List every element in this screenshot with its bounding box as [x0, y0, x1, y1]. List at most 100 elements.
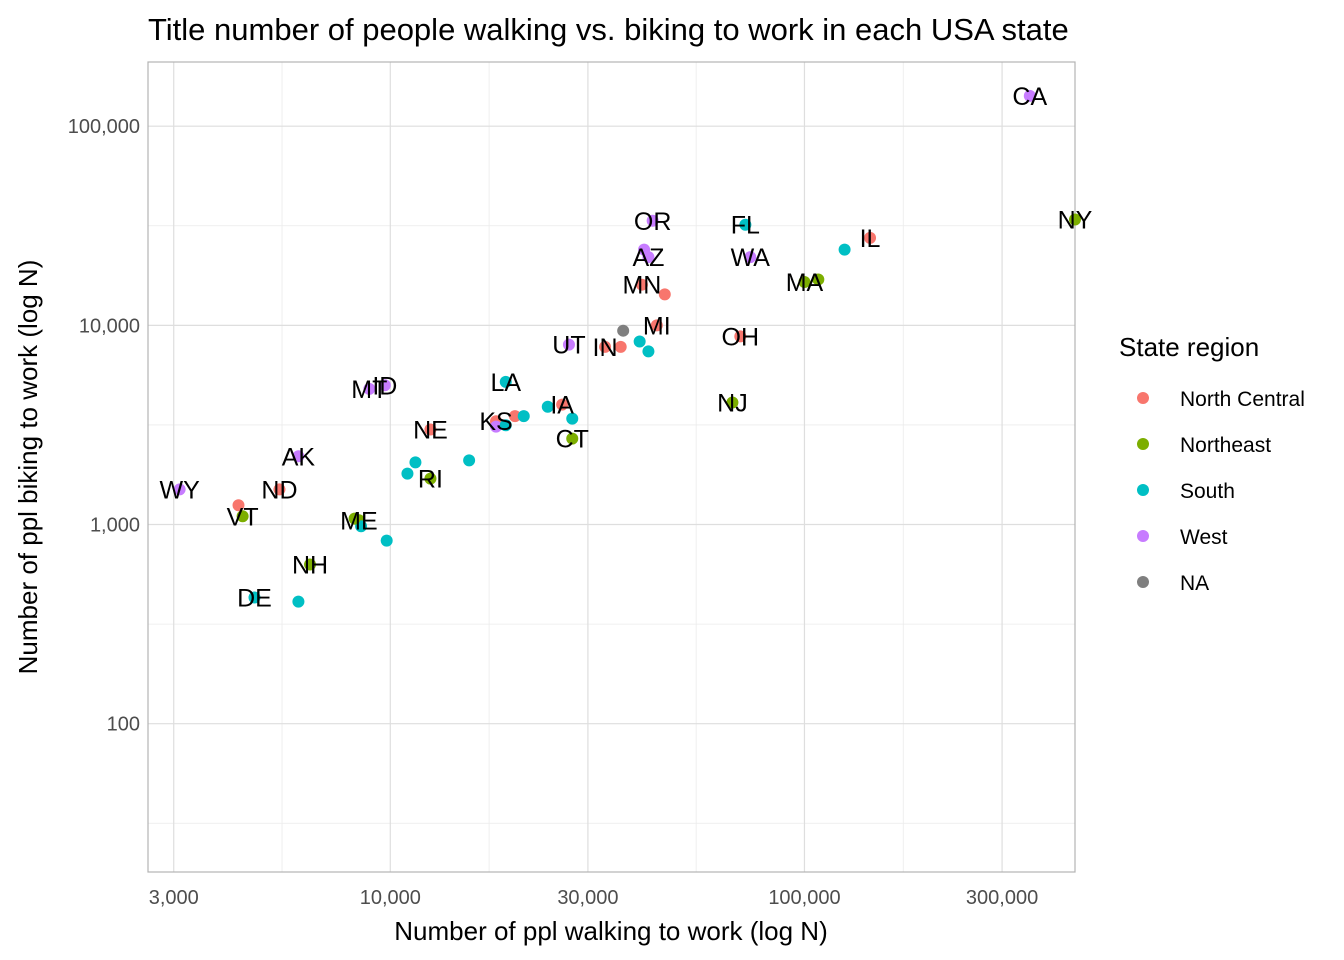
point-label: VT — [227, 503, 259, 531]
legend-key — [1137, 484, 1149, 496]
y-tick-label: 100,000 — [68, 116, 140, 138]
point-label: CA — [1012, 83, 1047, 111]
data-point — [490, 420, 503, 433]
point-label: OR — [634, 208, 672, 236]
legend-label: North Central — [1180, 388, 1305, 411]
point-label: UT — [552, 332, 585, 360]
point-label: FL — [731, 212, 760, 240]
data-point — [292, 595, 305, 608]
data-point — [556, 398, 569, 411]
y-axis-title: Number of ppl biking to work (log N) — [13, 260, 43, 675]
data-point — [798, 276, 811, 289]
legend-title: State region — [1119, 332, 1259, 362]
y-tick-label: 1,000 — [90, 515, 140, 537]
point-label: ID — [372, 372, 397, 400]
data-point — [734, 330, 747, 343]
data-point — [1023, 89, 1036, 102]
data-point — [517, 410, 530, 423]
legend-key — [1137, 392, 1149, 404]
point-label: MN — [622, 272, 661, 300]
point-label: OH — [722, 323, 760, 351]
point-label: IN — [593, 334, 618, 362]
data-point — [236, 510, 249, 523]
data-point — [864, 231, 877, 244]
point-label: MT — [351, 376, 387, 404]
axis-ticks: 3,000 10,000 30,000 100,000 300,000 100 1,000 1… — [68, 116, 1039, 909]
data-point — [273, 483, 286, 496]
point-label: RI — [418, 466, 443, 494]
legend-label: South — [1180, 480, 1235, 503]
data-point — [463, 454, 476, 467]
point-label: AZ — [632, 244, 664, 272]
data-point — [646, 214, 659, 227]
x-tick-label: 10,000 — [360, 887, 421, 909]
data-point — [541, 400, 554, 413]
data-point — [838, 243, 851, 256]
grid — [148, 62, 1075, 872]
legend-label: NA — [1180, 572, 1209, 595]
data-point — [363, 382, 376, 395]
data-point — [566, 432, 579, 445]
data-point — [650, 319, 663, 332]
data-point — [658, 288, 671, 301]
data-point — [304, 558, 317, 571]
x-tick-label: 3,000 — [149, 887, 199, 909]
data-point — [562, 338, 575, 351]
data-points — [173, 89, 1081, 608]
x-tick-label: 300,000 — [966, 887, 1038, 909]
point-label: DE — [237, 585, 272, 613]
point-label: NH — [292, 551, 328, 579]
data-point — [566, 412, 579, 425]
legend-key — [1137, 438, 1149, 450]
data-point — [401, 467, 414, 480]
data-point — [499, 419, 512, 432]
legend-label: Northeast — [1180, 434, 1271, 457]
legend-key — [1137, 576, 1149, 588]
y-tick-label: 10,000 — [79, 315, 140, 337]
point-label: ND — [261, 476, 297, 504]
y-tick-label: 100 — [107, 714, 140, 736]
data-point — [508, 410, 521, 423]
legend-label: West — [1180, 526, 1228, 549]
legend: State region North Central Northeast South… — [1119, 332, 1305, 595]
data-point — [499, 375, 512, 388]
data-point — [599, 340, 612, 353]
chart-title: Title number of people walking vs. bikin… — [148, 12, 1069, 47]
data-point — [348, 512, 361, 525]
data-point — [617, 324, 630, 337]
point-label: NY — [1058, 206, 1093, 234]
point-label: NJ — [717, 389, 748, 417]
data-point — [642, 345, 655, 358]
point-label: LA — [490, 369, 521, 397]
point-label: IA — [550, 392, 574, 420]
plot-panel-border — [147, 61, 1076, 873]
data-point — [739, 218, 752, 231]
point-label: NE — [413, 416, 448, 444]
data-point — [173, 483, 186, 496]
point-label: CT — [556, 426, 589, 454]
data-point — [744, 251, 757, 264]
data-point — [248, 591, 261, 604]
point-label: IL — [860, 225, 881, 253]
legend-key — [1137, 530, 1149, 542]
data-point — [633, 335, 646, 348]
data-point — [424, 472, 437, 485]
data-point — [424, 423, 437, 436]
data-point — [812, 273, 825, 286]
data-point — [292, 450, 305, 463]
data-point — [635, 278, 648, 291]
data-point — [1069, 213, 1081, 226]
point-label: MA — [786, 269, 824, 297]
x-axis-title: Number of ppl walking to work (log N) — [394, 916, 828, 946]
data-point — [232, 499, 245, 512]
data-point — [378, 379, 391, 392]
x-tick-label: 100,000 — [768, 887, 840, 909]
data-point — [726, 396, 739, 409]
point-label: AK — [282, 443, 316, 471]
data-point — [614, 340, 627, 353]
data-point — [409, 456, 422, 469]
point-label: MI — [643, 312, 671, 340]
point-label: WA — [731, 244, 771, 272]
